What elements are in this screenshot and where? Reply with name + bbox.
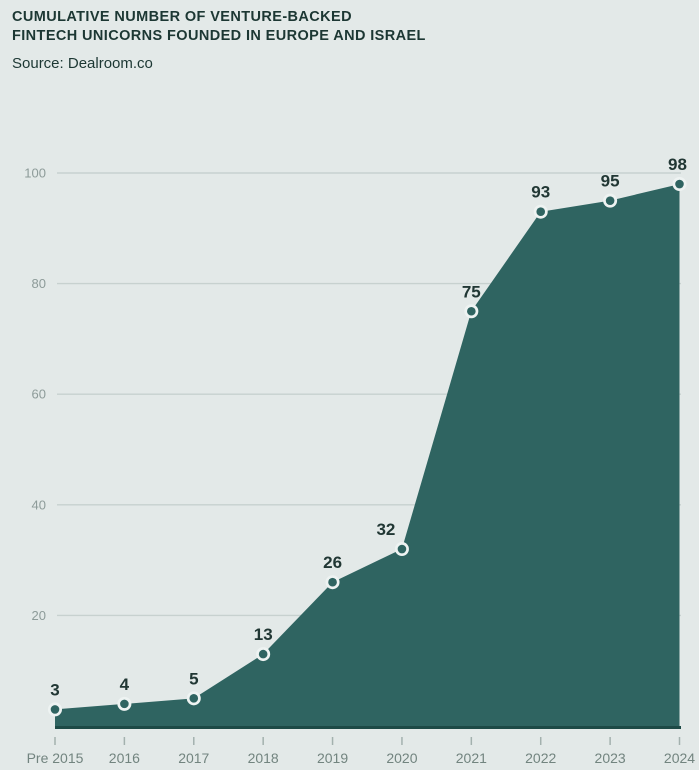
- area-fill: [55, 184, 680, 727]
- data-point-markers: [48, 177, 687, 717]
- data-point-label: 3: [50, 680, 59, 699]
- x-axis-label: 2022: [525, 750, 556, 766]
- x-axis-ticks: [54, 737, 681, 745]
- data-point-marker-dot: [258, 649, 268, 659]
- x-axis-label: 2018: [248, 750, 279, 766]
- data-point-marker-dot: [605, 196, 615, 205]
- data-point-marker-dot: [467, 306, 476, 316]
- data-point-label: 5: [189, 669, 198, 688]
- data-point-marker-dot: [50, 705, 60, 714]
- x-axis-label: 2023: [595, 750, 626, 766]
- x-axis-label: 2020: [386, 750, 417, 766]
- x-axis-label: 2024: [664, 750, 695, 766]
- y-axis-label: 60: [32, 387, 46, 402]
- data-point-marker-dot: [328, 577, 337, 587]
- data-point-label: 98: [668, 155, 687, 174]
- y-axis-labels: 20 40 60 80 100: [24, 166, 46, 623]
- x-axis-label: 2021: [456, 750, 487, 766]
- data-point-label: 95: [601, 172, 620, 191]
- x-axis-labels: Pre 2015 2016 2017 2018 2019 2020 2021 2022 2023…: [27, 750, 696, 766]
- y-axis-label: 80: [32, 276, 46, 291]
- x-axis-label: 2017: [178, 750, 209, 766]
- data-point-label: 26: [323, 553, 342, 572]
- data-point-label: 4: [120, 675, 130, 694]
- y-axis-label: 100: [24, 166, 46, 181]
- chart-title: Cumulative number of venture-backed fint…: [12, 8, 426, 46]
- chart-source: Source: Dealroom.co: [12, 55, 153, 72]
- y-axis-label: 20: [32, 608, 46, 623]
- data-point-marker-dot: [397, 544, 407, 554]
- data-point-label: 93: [531, 183, 550, 202]
- value-labels: 3 4 5 13 26 32 75 93 95 98: [50, 155, 687, 699]
- x-axis-label: Pre 2015: [27, 750, 84, 766]
- data-point-marker-dot: [536, 207, 546, 217]
- data-point-marker-dot: [675, 179, 684, 189]
- data-point-label: 75: [462, 282, 481, 301]
- chart-header: Cumulative number of venture-backed fint…: [12, 8, 426, 72]
- data-point-label: 32: [376, 520, 395, 539]
- data-point-label: 13: [254, 625, 273, 644]
- x-axis-label: 2016: [109, 750, 140, 766]
- data-point-marker-dot: [189, 694, 199, 703]
- chart-title-line2: fintech unicorns founded in Europe and I…: [12, 28, 426, 44]
- data-point-marker-dot: [120, 699, 129, 709]
- chart-title-line1: Cumulative number of venture-backed: [12, 9, 352, 25]
- area-series: [55, 184, 680, 727]
- x-axis-label: 2019: [317, 750, 348, 766]
- y-axis-label: 40: [32, 497, 46, 512]
